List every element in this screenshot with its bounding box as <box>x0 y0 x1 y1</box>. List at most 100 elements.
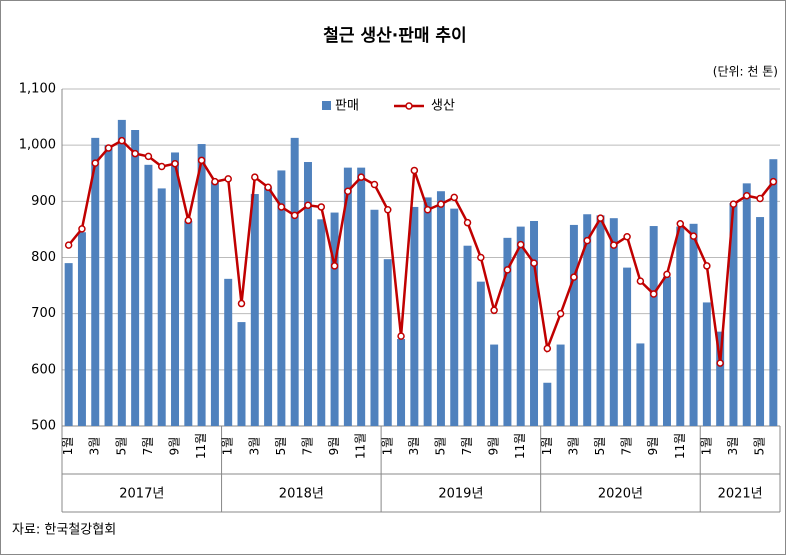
bar <box>357 167 366 426</box>
x-tick-label: 9월 <box>487 437 501 456</box>
marker <box>769 177 778 186</box>
bar <box>117 119 126 427</box>
marker <box>197 156 206 165</box>
bar <box>702 302 711 426</box>
bar <box>769 159 778 427</box>
x-tick-label: 3월 <box>726 437 740 456</box>
marker <box>676 220 685 228</box>
bar <box>197 144 206 426</box>
x-tick-label: 1월 <box>221 437 235 456</box>
marker <box>477 253 485 262</box>
marker <box>397 332 405 340</box>
marker <box>384 206 392 214</box>
x-tick-label: 5월 <box>593 437 607 456</box>
marker <box>264 183 272 192</box>
group-label: 2021년 <box>718 487 763 502</box>
marker <box>237 299 246 308</box>
marker <box>437 200 445 208</box>
marker <box>304 201 312 210</box>
marker <box>450 193 458 202</box>
marker <box>78 225 86 233</box>
marker <box>716 359 724 367</box>
line <box>67 139 775 364</box>
bar <box>756 217 765 426</box>
bar <box>144 164 153 426</box>
marker <box>184 216 193 225</box>
bar <box>91 137 100 427</box>
bar <box>303 162 312 426</box>
bar <box>157 188 166 426</box>
x-tick-label: 5월 <box>274 437 288 456</box>
group-label: 2018년 <box>279 487 324 502</box>
bar <box>370 209 379 426</box>
marker <box>503 266 512 274</box>
bar <box>476 281 485 426</box>
marker <box>330 262 339 270</box>
bar <box>530 220 539 426</box>
x-tick-label: 3월 <box>566 437 580 456</box>
marker <box>583 236 591 245</box>
marker <box>610 241 618 249</box>
bar <box>490 344 499 426</box>
bar <box>383 259 392 426</box>
marker <box>743 191 751 200</box>
bar <box>264 187 273 426</box>
bar <box>463 245 472 426</box>
marker <box>490 306 498 315</box>
y-tick-label: 1,000 <box>19 138 56 153</box>
marker <box>636 277 645 285</box>
marker <box>290 211 299 220</box>
x-tick-label: 5월 <box>433 437 447 456</box>
y-tick-label: 700 <box>31 306 56 321</box>
x-tick-label: 1월 <box>699 437 713 456</box>
bar <box>237 322 246 426</box>
marker <box>104 144 113 152</box>
marker <box>530 259 538 267</box>
marker <box>91 159 99 167</box>
marker <box>118 136 126 145</box>
bar <box>636 343 645 426</box>
x-tick-label: 7월 <box>460 437 474 456</box>
marker <box>623 232 631 241</box>
group-label: 2017년 <box>119 487 164 502</box>
bar <box>423 197 432 426</box>
bar <box>556 344 565 426</box>
x-tick-label: 3월 <box>247 437 261 456</box>
group-label: 2019년 <box>438 487 483 502</box>
marker <box>131 149 139 158</box>
x-tick-label: 7월 <box>300 437 314 456</box>
bar <box>583 214 592 426</box>
marker <box>157 162 166 171</box>
marker <box>277 203 286 211</box>
y-tick-label: 900 <box>31 194 56 209</box>
legend-label: 판매 <box>335 99 359 114</box>
bar <box>290 137 299 427</box>
bar <box>716 331 725 426</box>
bar <box>609 218 618 426</box>
marker <box>703 262 711 270</box>
x-tick-label: 1월 <box>61 437 75 456</box>
x-tick-label: 1월 <box>540 437 554 456</box>
marker <box>516 240 525 249</box>
x-tick-label: 9월 <box>168 437 182 456</box>
x-tick-label: 11월 <box>354 433 368 459</box>
marker <box>756 194 764 203</box>
bar <box>343 167 352 426</box>
group-label: 2020년 <box>598 487 643 502</box>
marker <box>344 187 352 195</box>
source: 자료: 한국철강협회 <box>12 523 116 538</box>
legend-swatch <box>322 101 331 110</box>
marker <box>463 218 472 227</box>
x-tick-label: 9월 <box>646 437 660 456</box>
marker <box>370 180 379 189</box>
bar <box>729 203 738 426</box>
bar <box>64 263 73 426</box>
bar <box>317 219 326 426</box>
bar <box>516 226 525 426</box>
marker <box>423 206 432 214</box>
y-tick-label: 800 <box>31 250 56 265</box>
bar <box>250 194 259 426</box>
legend-swatch <box>405 102 413 110</box>
x-tick-label: 7월 <box>620 437 634 456</box>
